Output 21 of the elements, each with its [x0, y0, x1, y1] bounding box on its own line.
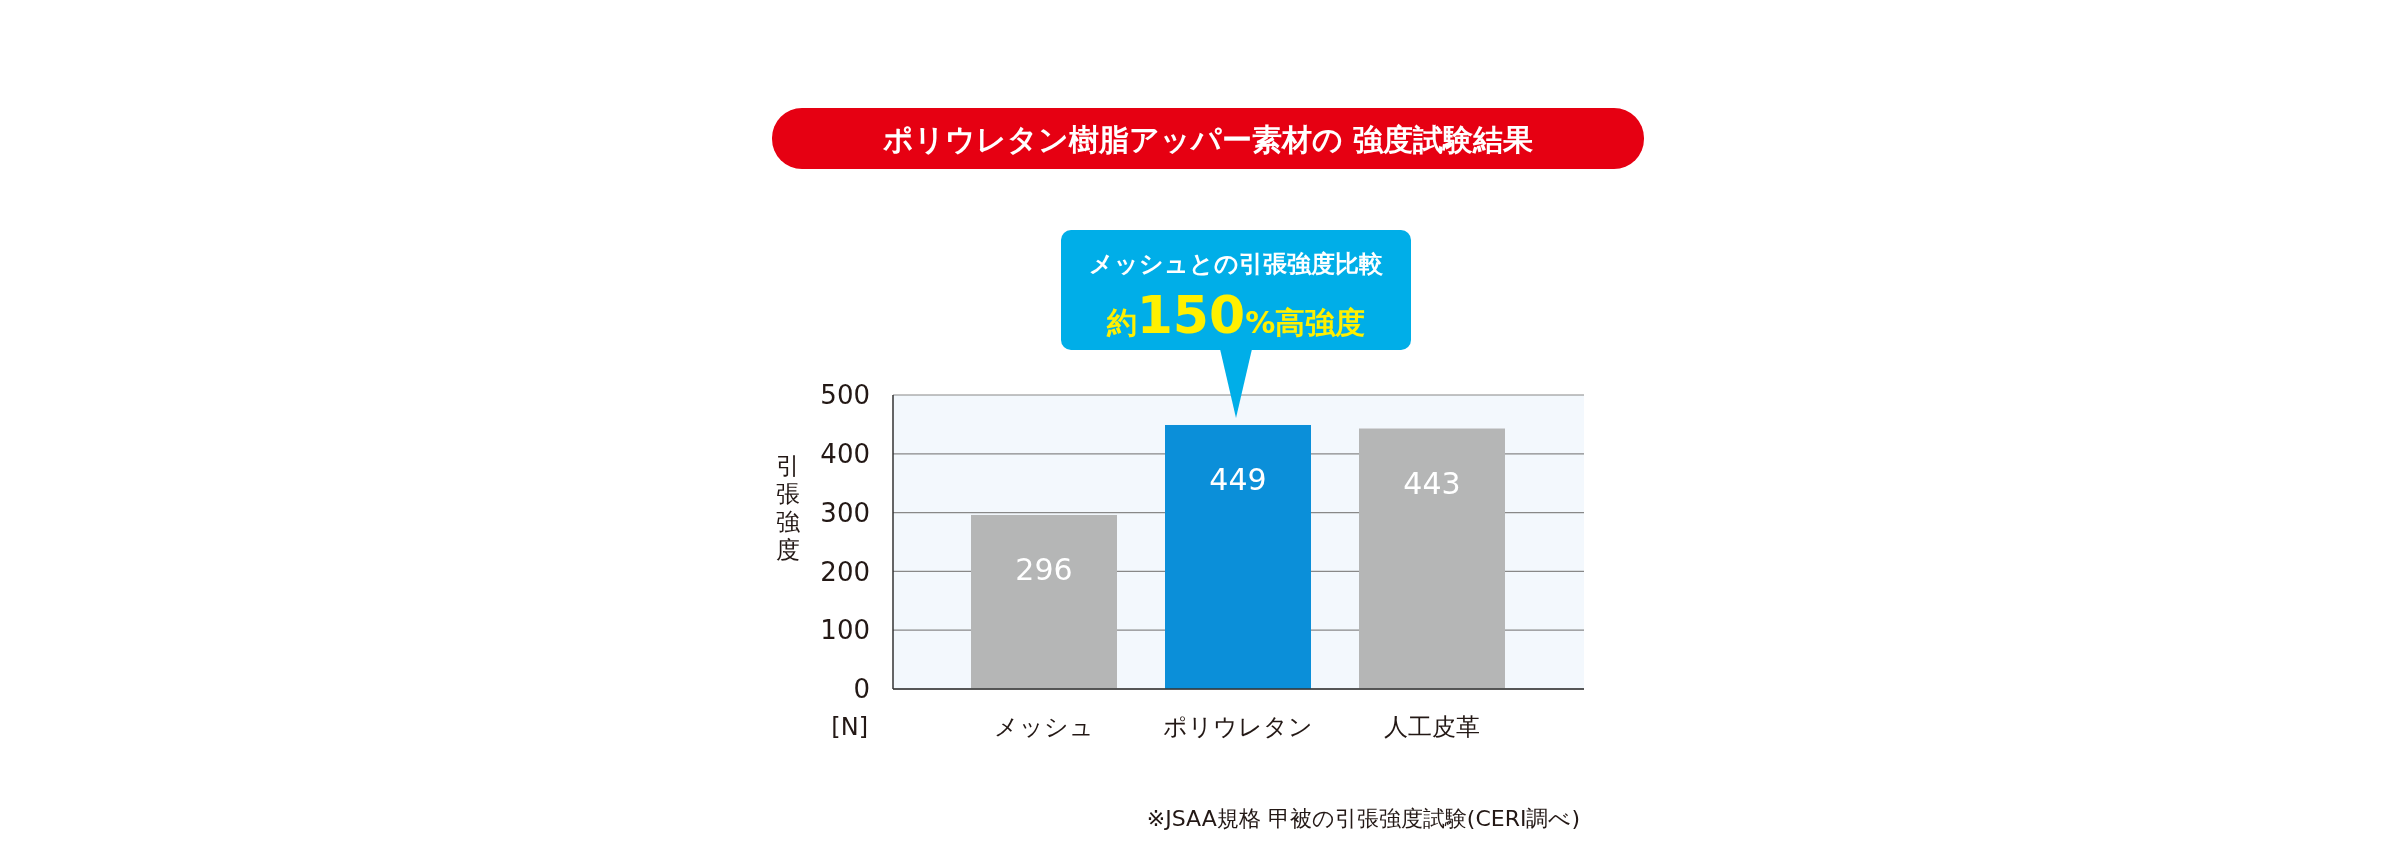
y-tick-label: 0: [853, 674, 870, 705]
chart-title: ポリウレタン樹脂アッパー素材の 強度試験結果: [882, 122, 1534, 157]
x-tick-label: 人工皮革: [1384, 713, 1480, 741]
text: 約150%高強度: [1105, 285, 1366, 345]
text: ※JSAA規格 甲被の引張強度試験(CERI調べ): [1146, 806, 1580, 831]
y-tick-label: 400: [820, 438, 870, 469]
x-tick-label: メッシュ: [994, 713, 1094, 741]
x-tick-label: ポリウレタン: [1163, 713, 1313, 741]
bar: [971, 514, 1117, 689]
y-tick-label: 200: [820, 556, 870, 587]
y-tick-label: 500: [820, 380, 870, 411]
bar: [1165, 424, 1311, 689]
data-label: 449: [1209, 461, 1267, 497]
data-label: 296: [1015, 551, 1073, 587]
bar: [1359, 428, 1505, 689]
y-axis-title: 引張強度: [776, 452, 800, 564]
data-label: 443: [1403, 465, 1461, 501]
y-tick-label: 100: [820, 615, 870, 646]
text: メッシュとの引張強度比較: [1089, 250, 1384, 278]
y-tick-label: 300: [820, 497, 870, 528]
text: [N]: [831, 713, 868, 741]
